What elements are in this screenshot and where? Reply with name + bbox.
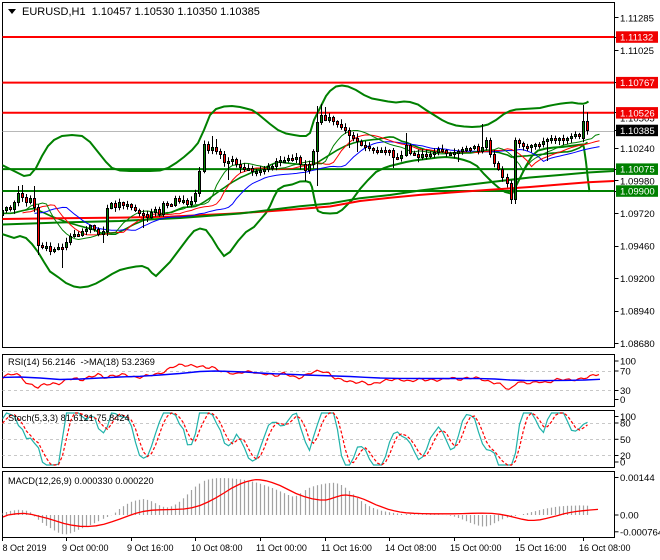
svg-text:10 Oct 08:00: 10 Oct 08:00 [191,543,243,553]
svg-text:1.09980: 1.09980 [620,177,655,188]
svg-text:8 Oct 2019: 8 Oct 2019 [3,543,47,553]
svg-text:30: 30 [620,386,631,397]
svg-text:1.08940: 1.08940 [620,307,655,318]
svg-text:9 Oct 00:00: 9 Oct 00:00 [62,543,109,553]
svg-text:1.09460: 1.09460 [620,242,655,253]
svg-text:1.08680: 1.08680 [620,339,655,350]
svg-text:1.10240: 1.10240 [620,144,655,155]
svg-text:16 Oct 08:00: 16 Oct 08:00 [579,543,631,553]
svg-text:1.10526: 1.10526 [620,108,655,119]
svg-text:1.09200: 1.09200 [620,274,655,285]
svg-text:1.11285: 1.11285 [620,13,654,24]
svg-text:RSI(14) 56.2146 ->MA(18) 53.2: RSI(14) 56.2146 ->MA(18) 53.2369 [8,357,155,367]
svg-text:1.10767: 1.10767 [620,78,655,89]
svg-text:1.10505: 1.10505 [620,113,655,124]
svg-text:15 Oct 16:00: 15 Oct 16:00 [515,543,567,553]
svg-text:0.00144: 0.00144 [620,473,655,484]
svg-text:1.09900: 1.09900 [620,187,655,198]
svg-text:70: 70 [620,367,631,378]
svg-text:50: 50 [620,435,631,446]
svg-text:1.10385: 1.10385 [620,126,655,137]
svg-text:11 Oct 16:00: 11 Oct 16:00 [321,543,372,553]
svg-text:Stoch(5,3,3) 81.6121 75.8424: Stoch(5,3,3) 81.6121 75.8424 [8,413,130,423]
svg-text:0.00: 0.00 [620,511,639,522]
svg-text:0: 0 [620,395,625,406]
svg-text:1.10075: 1.10075 [620,165,655,176]
svg-text:14 Oct 08:00: 14 Oct 08:00 [385,543,437,553]
svg-text:15 Oct 00:00: 15 Oct 00:00 [450,543,502,553]
svg-text:11 Oct 00:00: 11 Oct 00:00 [256,543,307,553]
svg-text:EURUSD,H1 1.10457 1.10530 1.1: EURUSD,H1 1.10457 1.10530 1.10350 1.1038… [22,6,260,18]
svg-text:100: 100 [620,412,636,423]
svg-text:1.09720: 1.09720 [620,209,655,220]
svg-text:1.11132: 1.11132 [620,33,653,44]
svg-text:MACD(12,26,9) 0.000330 0.00022: MACD(12,26,9) 0.000330 0.000220 [8,476,154,486]
svg-text:1.11025: 1.11025 [620,46,654,57]
svg-text:-0.000764: -0.000764 [620,527,660,538]
svg-text:20: 20 [620,451,631,462]
svg-text:9 Oct 16:00: 9 Oct 16:00 [127,543,174,553]
svg-text:100: 100 [620,357,636,368]
svg-text:0: 0 [620,458,625,469]
svg-text:80: 80 [620,419,631,430]
